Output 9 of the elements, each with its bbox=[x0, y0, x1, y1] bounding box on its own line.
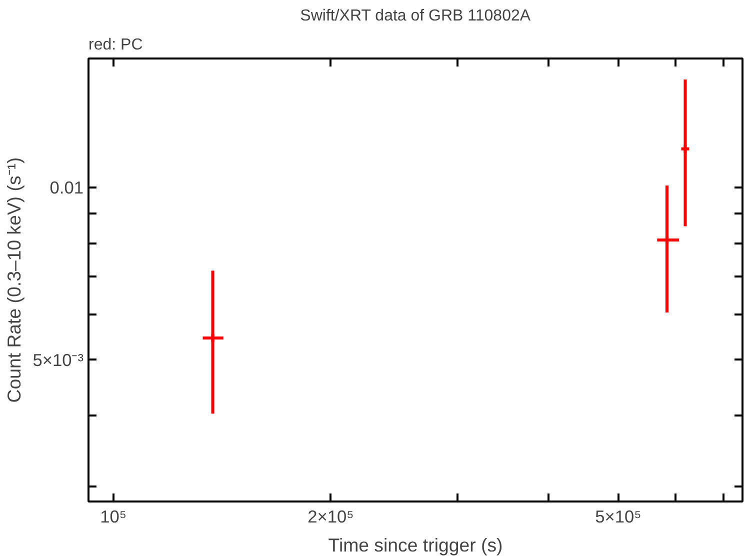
chart-subtitle: red: PC bbox=[88, 36, 143, 54]
x-axis-title: Time since trigger (s) bbox=[328, 534, 503, 556]
x-tick-label: 2×10⁵ bbox=[308, 506, 354, 526]
x-tick-label: 5×10⁵ bbox=[595, 506, 642, 526]
y-tick-label: 0.01 bbox=[50, 178, 84, 198]
x-tick-label: 10⁵ bbox=[100, 506, 127, 526]
y-axis-title: Count Rate (0.3–10 keV) (s⁻¹) bbox=[4, 157, 25, 403]
chart-title: Swift/XRT data of GRB 110802A bbox=[300, 8, 531, 24]
y-tick-label: 5×10⁻³ bbox=[32, 350, 84, 370]
